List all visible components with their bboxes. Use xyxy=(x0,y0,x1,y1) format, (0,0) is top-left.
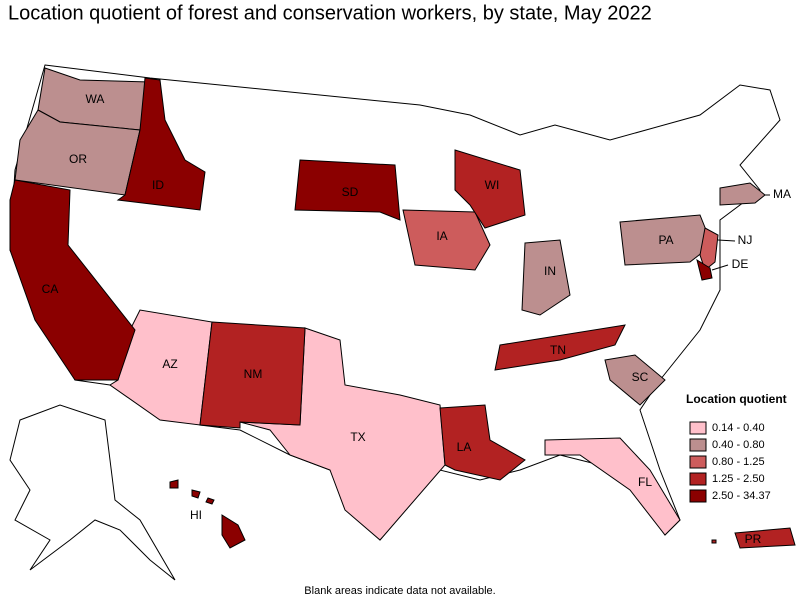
state-shape xyxy=(521,239,571,316)
state-shape xyxy=(719,182,766,206)
state-label: AZ xyxy=(162,357,177,371)
state-label: NJ xyxy=(738,233,753,247)
legend-swatch xyxy=(689,455,707,469)
leader-line xyxy=(717,239,736,242)
state-shape xyxy=(169,479,179,489)
note: Blank areas indicate data not available. xyxy=(304,585,495,597)
state-shape xyxy=(544,437,681,536)
map-title: Location quotient of forest and conserva… xyxy=(8,2,652,24)
legend-label: 0.40 - 0.80 xyxy=(712,439,765,451)
state-label: TX xyxy=(350,430,365,444)
state-shape xyxy=(604,354,666,406)
state-label: TN xyxy=(550,343,566,357)
state-shape xyxy=(191,489,201,499)
state-label: SC xyxy=(632,370,649,384)
state-shape xyxy=(711,539,717,544)
legend: 0.14 - 0.40 0.40 - 0.80 0.80 - 1.25 1.25 - … xyxy=(689,421,771,503)
state-label: CA xyxy=(42,282,59,296)
state-shape xyxy=(109,309,213,426)
state-label: WA xyxy=(86,92,105,106)
state-label: ID xyxy=(152,178,164,192)
alaska-outline xyxy=(9,404,176,581)
state-label: DE xyxy=(732,257,749,271)
state-shape xyxy=(205,497,215,505)
legend-swatch xyxy=(689,472,707,486)
state-shape xyxy=(199,321,306,429)
state-shape xyxy=(239,327,446,541)
legend-title: Location quotient xyxy=(686,392,787,406)
state-shape xyxy=(402,209,491,271)
state-shape xyxy=(116,77,206,211)
state-shape xyxy=(221,514,246,549)
state-label: HI xyxy=(190,508,202,522)
state-shape xyxy=(494,324,626,371)
legend-label: 1.25 - 2.50 xyxy=(712,473,765,485)
state-shape xyxy=(439,404,526,481)
legend-swatch xyxy=(689,489,707,503)
state-label: PA xyxy=(658,233,673,247)
state-label: MA xyxy=(773,187,791,201)
legend-label: 0.80 - 1.25 xyxy=(712,456,765,468)
state-label: IA xyxy=(436,229,447,243)
state-label: OR xyxy=(69,152,87,166)
legend-swatch xyxy=(689,421,707,435)
legend-label: 0.14 - 0.40 xyxy=(712,422,765,434)
leader-line xyxy=(711,264,729,271)
legend-label: 2.50 - 34.37 xyxy=(712,490,771,502)
state-shape xyxy=(696,258,713,281)
state-label: LA xyxy=(457,440,472,454)
state-label: SD xyxy=(342,185,359,199)
legend-swatch xyxy=(689,438,707,452)
state-label: FL xyxy=(638,475,652,489)
state-shape xyxy=(9,179,136,381)
state-label: WI xyxy=(485,178,500,192)
state-label: PR xyxy=(745,532,762,546)
state-shape xyxy=(734,527,796,549)
states: AZ TX FL WA OR IN SC PA MA IA NJ NM WI TN LA PR ID CA SD DE… xyxy=(9,67,796,549)
state-label: IN xyxy=(544,264,556,278)
state-label: NM xyxy=(244,367,263,381)
state-shape xyxy=(699,227,719,271)
state-shape xyxy=(454,149,526,229)
state-shape xyxy=(294,159,401,221)
